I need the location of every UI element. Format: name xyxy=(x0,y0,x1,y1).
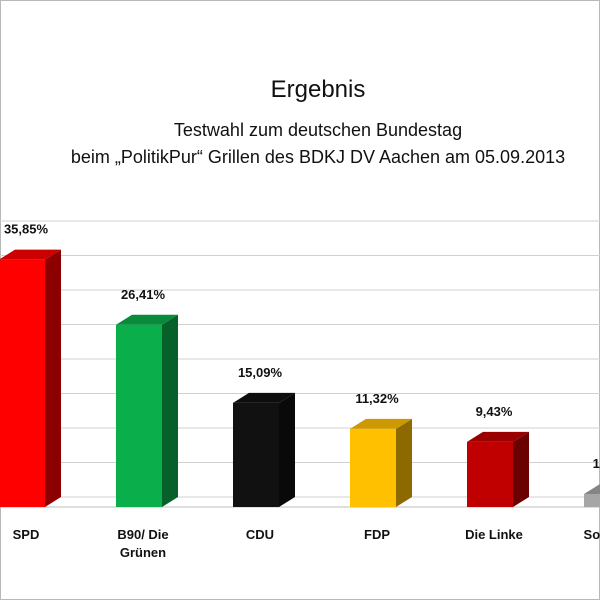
chart-title: Ergebnis xyxy=(271,76,366,103)
category-label: Sonstige xyxy=(584,527,600,542)
category-label: Die Linke xyxy=(465,527,523,542)
bar-top xyxy=(584,483,600,494)
value-label: 26,41% xyxy=(121,287,166,302)
bar-side xyxy=(396,418,412,507)
bar-top xyxy=(0,249,61,260)
bar-front xyxy=(350,428,396,507)
value-label: 15,09% xyxy=(238,365,283,380)
category-label: CDU xyxy=(246,527,274,542)
bar-3 xyxy=(350,418,412,507)
bar-top xyxy=(350,418,412,429)
bar-2 xyxy=(233,392,295,507)
value-label: 1,89% xyxy=(593,456,600,471)
category-label: Grünen xyxy=(120,545,166,560)
bar-front xyxy=(467,441,513,507)
bar-front xyxy=(0,259,45,507)
category-label: FDP xyxy=(364,527,390,542)
labels: 35,85% SPD 26,41% B90/ Die Grünen 15,09% CDU 11… xyxy=(4,222,600,560)
chart-subtitle-line-1: Testwahl zum deutschen Bundestag xyxy=(174,120,462,140)
bar-top xyxy=(116,314,178,325)
bar-side xyxy=(162,314,178,507)
category-label: B90/ Die xyxy=(117,527,168,542)
bar-0 xyxy=(0,249,61,507)
bar-1 xyxy=(116,314,178,507)
bar-front xyxy=(233,402,279,507)
bar-top xyxy=(467,431,529,442)
bar-4 xyxy=(467,431,529,507)
bar-front xyxy=(116,324,162,507)
bar-top xyxy=(233,392,295,403)
chart-subtitle-line-2: beim „PolitikPur“ Grillen des BDKJ DV Aa… xyxy=(71,147,565,167)
bar-front xyxy=(584,493,600,507)
category-label: SPD xyxy=(13,527,40,542)
bars xyxy=(0,249,600,507)
value-label: 11,32% xyxy=(355,391,399,406)
bar-side xyxy=(279,392,295,507)
bar-side xyxy=(45,249,61,507)
bar-5 xyxy=(584,483,600,507)
value-label: 9,43% xyxy=(476,404,513,419)
value-label: 35,85% xyxy=(4,222,49,237)
bar-side xyxy=(513,431,529,507)
